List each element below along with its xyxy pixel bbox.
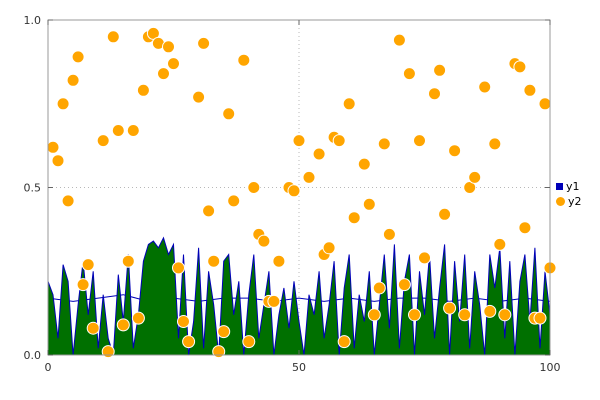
legend-item-y2: y2: [556, 195, 582, 208]
svg-text:0.5: 0.5: [24, 182, 42, 195]
svg-text:100: 100: [540, 361, 561, 374]
y1-swatch-icon: [556, 183, 563, 190]
svg-text:1.0: 1.0: [24, 14, 42, 27]
svg-text:0: 0: [45, 361, 52, 374]
svg-text:50: 50: [292, 361, 306, 374]
legend-label-y2: y2: [568, 195, 582, 208]
legend: y1 y2: [556, 180, 582, 208]
svg-text:0.0: 0.0: [24, 349, 42, 362]
y2-marker-icon: [556, 197, 565, 206]
legend-label-y1: y1: [566, 180, 580, 193]
legend-item-y1: y1: [556, 180, 582, 193]
